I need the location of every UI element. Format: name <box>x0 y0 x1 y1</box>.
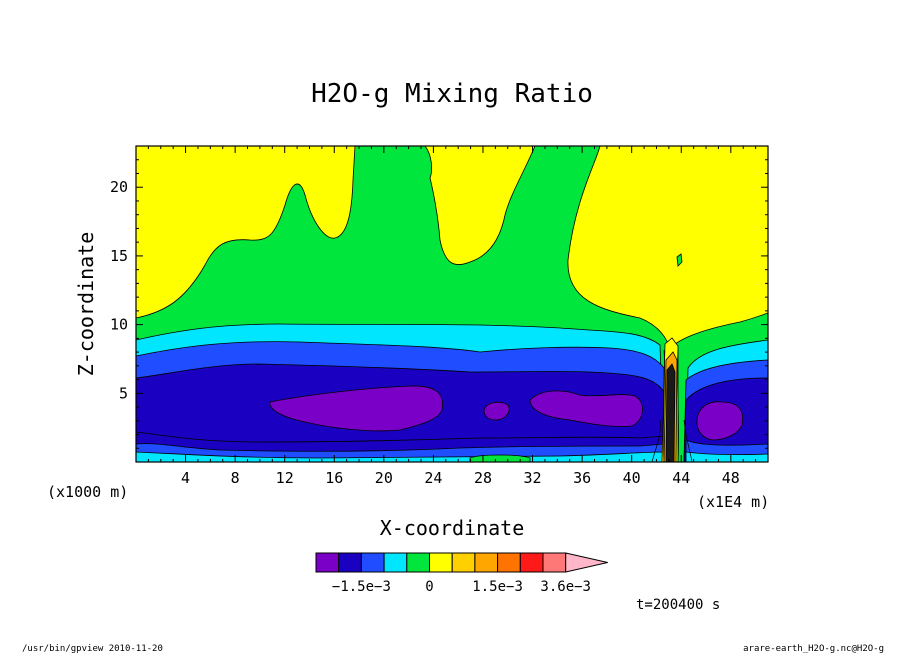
colorbar-swatch <box>429 552 453 573</box>
y-tick-label: 20 <box>110 178 128 196</box>
purple-blob-a <box>269 385 444 432</box>
plume-core <box>665 363 676 462</box>
footer-left: /usr/bin/gpview 2010-11-20 <box>22 644 163 654</box>
colorbar-swatch <box>474 552 499 573</box>
colorbar-label: 0 <box>425 579 433 595</box>
colorbar-swatch <box>315 552 340 573</box>
x-tick-label: 48 <box>722 469 740 487</box>
x-unit-left: (x1000 m) <box>47 483 128 501</box>
colorbar-swatch <box>542 552 567 573</box>
bottom-green-patch <box>469 454 531 462</box>
footer-right: arare-earth_H2O-g.nc@H2O-g <box>743 644 884 654</box>
colorbar-swatch <box>383 552 408 573</box>
purple-blob-d <box>696 401 744 441</box>
colorbar-swatch <box>406 552 430 573</box>
time-label: t=200400 s <box>636 597 720 613</box>
purple-blob-c <box>529 390 643 427</box>
x-tick-label: 40 <box>623 469 641 487</box>
colorbar-swatch <box>497 552 521 573</box>
colorbar-swatch <box>338 552 362 573</box>
x-tick-labels: 4 8 12 16 20 24 28 32 36 40 44 48 <box>181 469 740 487</box>
colorbar <box>315 552 608 573</box>
purple-blob-b <box>483 401 510 421</box>
x-axis-label: X-coordinate <box>380 516 525 540</box>
x-tick-label: 28 <box>474 469 492 487</box>
x-tick-label: 8 <box>231 469 240 487</box>
y-axis-label: Z-coordinate <box>74 232 98 377</box>
colorbar-swatch <box>519 552 544 573</box>
colorbar-swatch <box>360 552 385 573</box>
plot-area <box>136 146 768 462</box>
x-tick-label: 20 <box>375 469 393 487</box>
colorbar-swatch <box>451 552 476 573</box>
y-tick-label: 10 <box>110 316 128 334</box>
x-tick-label: 4 <box>181 469 190 487</box>
low-cyan-band <box>136 451 665 462</box>
colorbar-arrow <box>565 552 608 573</box>
green-islet <box>676 253 683 267</box>
y-tick-label: 5 <box>119 384 128 402</box>
x-tick-label: 44 <box>672 469 690 487</box>
x-tick-label: 24 <box>424 469 442 487</box>
colorbar-label: −1.5e−3 <box>332 579 391 595</box>
tick-marks <box>136 146 768 462</box>
y-tick-labels: 5 10 15 20 <box>110 178 128 402</box>
plot-frame <box>135 145 769 463</box>
x-tick-label: 36 <box>573 469 591 487</box>
colorbar-label: 3.6e−3 <box>540 579 591 595</box>
x-unit-right: (x1E4 m) <box>697 493 769 511</box>
y-tick-label: 15 <box>110 247 128 265</box>
colorbar-label: 1.5e−3 <box>472 579 523 595</box>
chart-title: H2O-g Mixing Ratio <box>311 79 593 109</box>
colorbar-labels: −1.5e−3 0 1.5e−3 3.6e−3 <box>332 579 591 595</box>
x-tick-label: 12 <box>276 469 294 487</box>
plume-contour-lines <box>651 349 693 462</box>
x-tick-label: 32 <box>524 469 542 487</box>
x-tick-label: 16 <box>325 469 343 487</box>
